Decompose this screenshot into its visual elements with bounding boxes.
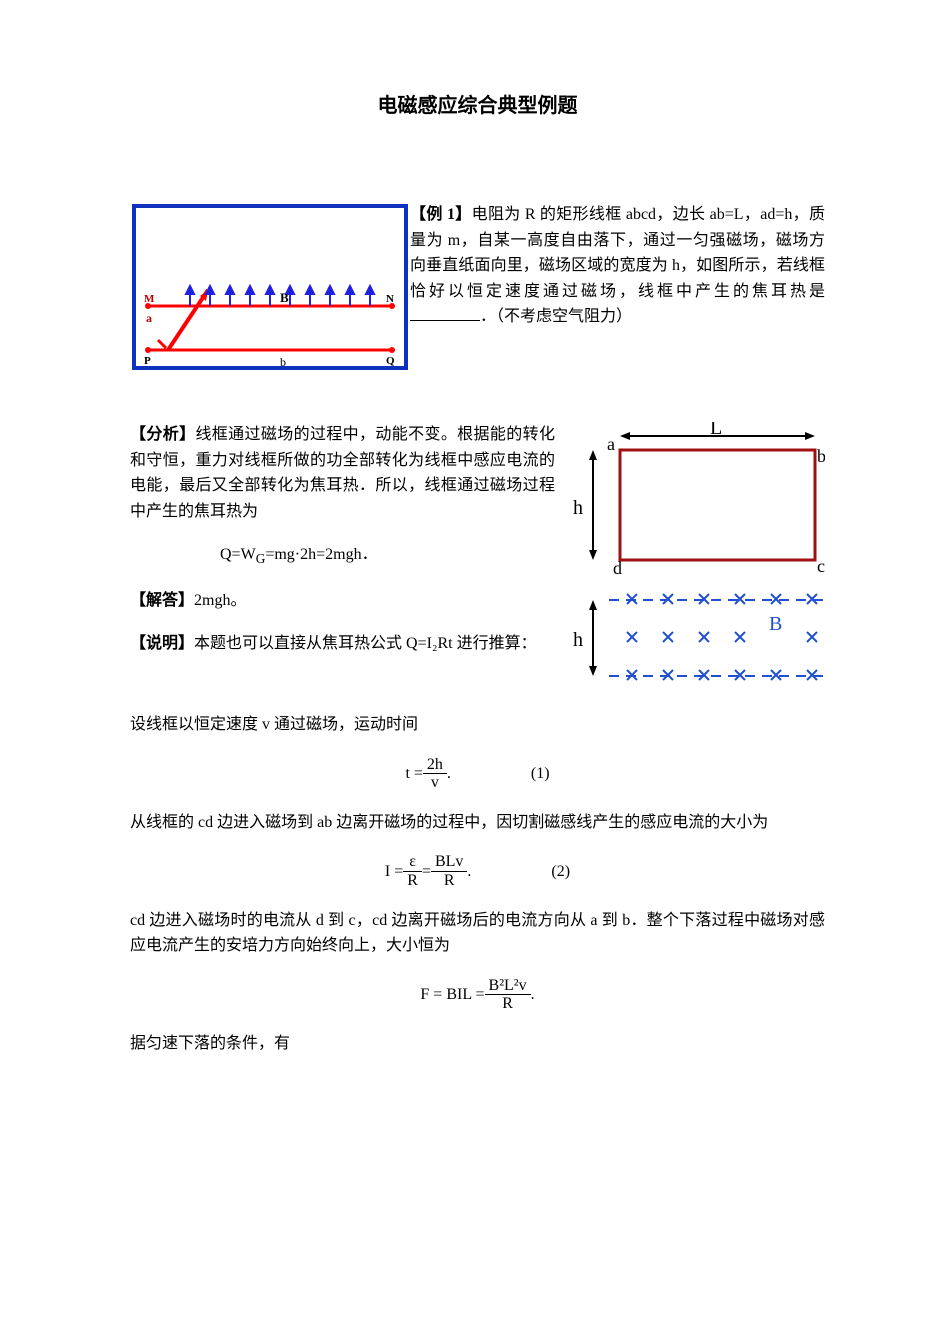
eq1-number: (1) bbox=[531, 761, 550, 787]
eq1-num: 2h bbox=[423, 756, 447, 775]
svg-text:h: h bbox=[573, 629, 583, 651]
para-time: 设线框以恒定速度 v 通过磁场，运动时间 bbox=[130, 712, 825, 738]
eq2-frac1: ε R bbox=[403, 853, 422, 889]
eq3-lhs: F = BIL = bbox=[420, 982, 484, 1008]
svg-text:Q: Q bbox=[386, 355, 395, 367]
para-current: 从线框的 cd 边进入磁场到 ab 边离开磁场的过程中，因切割磁感线产生的感应电… bbox=[130, 810, 825, 836]
eq2-den2: R bbox=[431, 872, 467, 890]
svg-text:a: a bbox=[146, 311, 152, 325]
eq3-frac: B²L²v R bbox=[485, 977, 531, 1013]
eq2-num1: ε bbox=[403, 853, 422, 872]
equation-1: t = 2h v . (1) bbox=[130, 756, 825, 792]
answer-body: 2mgh。 bbox=[194, 592, 246, 609]
eq3-tail: . bbox=[531, 982, 535, 1008]
eq1-den: v bbox=[423, 774, 447, 792]
eq1-tail: . bbox=[447, 761, 451, 787]
figure-1: a b M N P Q B bbox=[130, 202, 410, 372]
analysis-block: 【分析】线框通过磁场的过程中，动能不变。根据能的转化和守恒，重力对线框所做的功全… bbox=[130, 422, 825, 712]
example-label: 【例 1】 bbox=[410, 206, 472, 223]
svg-text:b: b bbox=[817, 446, 825, 466]
explain-body: 本题也可以直接从焦耳热公式 Q=I₂Rt 进行推算： bbox=[194, 635, 537, 652]
para-force: cd 边进入磁场时的电流从 d 到 c，cd 边离开磁场后的电流方向从 a 到 … bbox=[130, 908, 825, 959]
svg-text:b: b bbox=[280, 355, 286, 369]
eq2-den1: R bbox=[403, 872, 422, 890]
para-condition: 据匀速下落的条件，有 bbox=[130, 1031, 825, 1057]
svg-text:P: P bbox=[144, 355, 151, 367]
formula-q: Q=WG=mg·2h=2mgh． bbox=[220, 542, 555, 570]
answer-label: 【解答】 bbox=[130, 592, 194, 609]
eq2-eq: = bbox=[422, 859, 431, 885]
explain-paragraph: 【说明】本题也可以直接从焦耳热公式 Q=I₂Rt 进行推算： bbox=[130, 631, 555, 657]
eq3-den: R bbox=[485, 995, 531, 1013]
equation-2: I = ε R = BLv R . (2) bbox=[130, 853, 825, 889]
explain-label: 【说明】 bbox=[130, 635, 194, 652]
eq2-lhs: I = bbox=[385, 859, 403, 885]
svg-text:L: L bbox=[710, 422, 722, 439]
example-body-1: 电阻为 R 的矩形线框 abcd，边长 ab=L，ad=h，质量为 m，自某一高… bbox=[410, 206, 825, 300]
example-body-2: ．（不考虑空气阻力） bbox=[480, 308, 632, 325]
eq2-tail: . bbox=[467, 859, 471, 885]
svg-text:c: c bbox=[817, 556, 825, 576]
eq2-frac2: BLv R bbox=[431, 853, 467, 889]
svg-text:a: a bbox=[607, 434, 615, 454]
page-title: 电磁感应综合典型例题 bbox=[130, 90, 825, 122]
svg-text:h: h bbox=[573, 497, 583, 519]
svg-text:M: M bbox=[144, 293, 155, 305]
analysis-label: 【分析】 bbox=[130, 426, 195, 443]
eq1-frac: 2h v bbox=[423, 756, 447, 792]
figure-2: a b c d L h bbox=[565, 422, 825, 712]
eq1-lhs: t = bbox=[405, 761, 422, 787]
equation-3: F = BIL = B²L²v R . bbox=[130, 977, 825, 1013]
svg-text:N: N bbox=[386, 293, 394, 305]
analysis-paragraph: 【分析】线框通过磁场的过程中，动能不变。根据能的转化和守恒，重力对线框所做的功全… bbox=[130, 422, 555, 524]
svg-text:d: d bbox=[613, 558, 622, 578]
svg-text:B: B bbox=[769, 613, 782, 635]
answer-paragraph: 【解答】2mgh。 bbox=[130, 588, 555, 614]
eq2-number: (2) bbox=[551, 859, 570, 885]
example-paragraph: 【例 1】电阻为 R 的矩形线框 abcd，边长 ab=L，ad=h，质量为 m… bbox=[410, 202, 825, 330]
answer-blank bbox=[410, 304, 480, 321]
svg-text:B: B bbox=[280, 290, 289, 305]
eq2-num2: BLv bbox=[431, 853, 467, 872]
example-block: a b M N P Q B 【例 1】电阻为 R 的矩形线框 abcd，边长 a… bbox=[130, 202, 825, 372]
eq3-num: B²L²v bbox=[485, 977, 531, 996]
